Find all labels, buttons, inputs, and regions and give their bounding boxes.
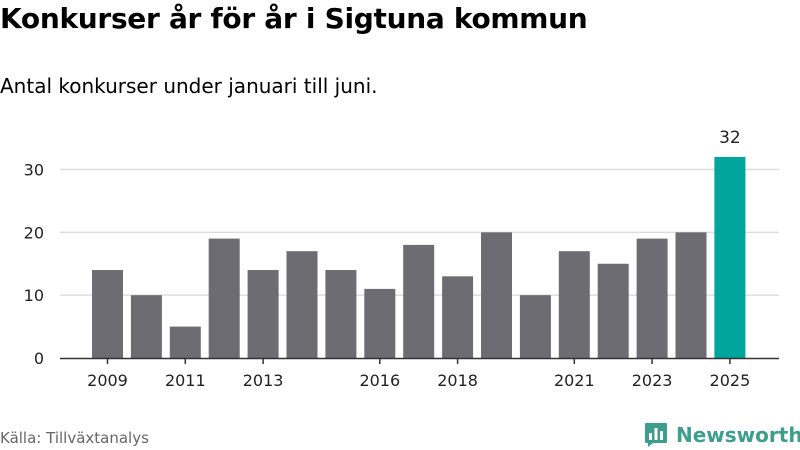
brand-logo: Newsworthy bbox=[644, 420, 800, 450]
data-label-2025: 32 bbox=[719, 128, 741, 148]
y-tick-label: 30 bbox=[24, 161, 44, 180]
bar-2015 bbox=[325, 270, 357, 358]
x-tick-label-2021: 2021 bbox=[554, 371, 595, 390]
x-tick-label-2018: 2018 bbox=[437, 371, 478, 390]
bar-2018 bbox=[442, 276, 474, 358]
bar-2011 bbox=[169, 326, 201, 358]
x-tick-label-2023: 2023 bbox=[632, 371, 673, 390]
bar-2016 bbox=[364, 288, 396, 358]
bar-2022 bbox=[597, 263, 629, 358]
chart-title: Konkurser år för år i Sigtuna kommun bbox=[0, 2, 588, 35]
x-tick-label-2016: 2016 bbox=[359, 371, 400, 390]
bar-2023 bbox=[636, 238, 668, 358]
chart-subtitle: Antal konkurser under januari till juni. bbox=[0, 74, 378, 98]
source-note: Källa: Tillväxtanalys bbox=[0, 429, 149, 447]
y-tick-label: 0 bbox=[34, 349, 44, 368]
bar-2025 bbox=[714, 156, 746, 358]
y-tick-label: 20 bbox=[24, 223, 44, 242]
x-tick-label-2025: 2025 bbox=[710, 371, 751, 390]
bar-2017 bbox=[403, 244, 435, 358]
bar-2013 bbox=[247, 270, 279, 358]
bar-2012 bbox=[208, 238, 240, 358]
y-tick-label: 10 bbox=[24, 286, 44, 305]
bar-2024 bbox=[675, 232, 707, 358]
brand-name: Newsworthy bbox=[676, 423, 800, 447]
bar-2020 bbox=[519, 295, 551, 358]
bar-2014 bbox=[286, 251, 318, 358]
newsworthy-logo-icon bbox=[645, 423, 667, 447]
bar-2010 bbox=[130, 295, 162, 358]
x-tick-label-2011: 2011 bbox=[165, 371, 206, 390]
bar-2021 bbox=[558, 251, 590, 358]
x-tick-label-2013: 2013 bbox=[243, 371, 284, 390]
bar-2009 bbox=[92, 270, 123, 358]
bar-2019 bbox=[481, 232, 512, 358]
x-tick-label-2009: 2009 bbox=[87, 371, 128, 390]
